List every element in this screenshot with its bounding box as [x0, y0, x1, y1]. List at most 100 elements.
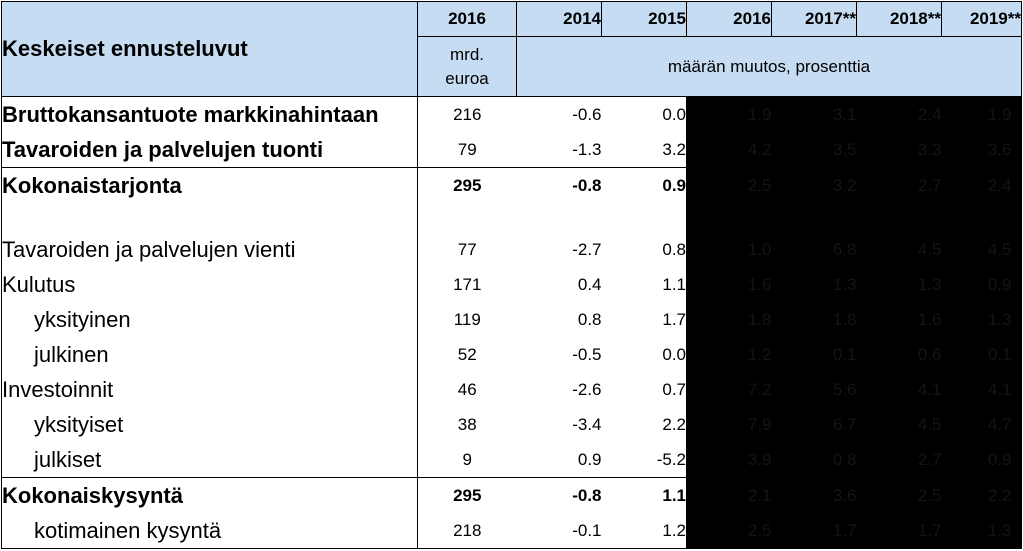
row-change-2016: 1.0	[686, 232, 772, 267]
row-change-2017: 3.6	[771, 477, 857, 513]
header-row-units: mrd. euroa määrän muutos, prosenttia	[2, 36, 1022, 97]
row-label: yksityiset	[1, 407, 418, 442]
row-change-2017: 6.7	[771, 407, 857, 442]
year-header-2019: 2019**	[941, 1, 1022, 37]
row-change-2014: 0.8	[577, 309, 602, 329]
row-change-2014: -0.8	[516, 167, 602, 203]
table-row: julkiset 9 0.9 -5.2 3.9 0.8 2.7 0.9	[1, 442, 1022, 478]
row-label: Tavaroiden ja palvelujen vienti	[1, 232, 418, 267]
row-change-2016: 1.9	[686, 96, 772, 132]
row-change-2014: -0.6	[572, 104, 602, 124]
row-change-2018: 2.4	[856, 96, 942, 132]
row-change-2016: 2.5	[686, 513, 772, 549]
table-row: Kokonaistarjonta 295 -0.8 0.9 2.5 3.2 2.…	[1, 167, 1022, 203]
row-change-2017: 3.5	[771, 132, 857, 168]
row-change-2019: 1.3	[941, 513, 1022, 549]
row-change-2018: 1.6	[856, 302, 942, 337]
row-change-2017: 1.3	[771, 267, 857, 302]
row-change-2015: 2.2	[601, 407, 687, 442]
row-label: kotimainen kysyntä	[1, 513, 418, 549]
row-value: 119	[417, 302, 517, 337]
row-change-2014: -3.4	[572, 414, 602, 434]
row-value: 9	[417, 442, 517, 478]
table-row: Tavaroiden ja palvelujen vienti 77 -2.7 …	[1, 232, 1022, 267]
row-value: 218	[417, 513, 517, 549]
header-row-years: Keskeiset ennusteluvut 2016 2014 2015 20…	[1, 1, 1022, 97]
row-change-2015: 0.0	[601, 337, 687, 372]
row-label: Kulutus	[1, 267, 418, 302]
row-change-2016: 2.5	[686, 167, 772, 203]
row-value: 295	[417, 477, 517, 513]
row-label: Tavaroiden ja palvelujen tuonti	[1, 132, 418, 168]
table-row: Investoinnit 46 -2.6 0.7 7.2 5.6 4.1 4.1	[1, 372, 1022, 407]
row-change-2016: 1.8	[686, 302, 772, 337]
row-change-2019: 2.4	[941, 167, 1022, 203]
row-change-2016: 1.6	[686, 267, 772, 302]
row-change-2014: -2.7	[572, 239, 602, 259]
row-change-2017: 0.1	[771, 337, 857, 372]
row-value: 216	[417, 96, 517, 132]
row-change-2018: 1.3	[856, 267, 942, 302]
row-label: Kokonaiskysyntä	[1, 477, 418, 513]
row-label: yksityinen	[1, 302, 418, 337]
row-change-2014: -2.6	[572, 379, 602, 399]
row-change-2019: 4.5	[941, 232, 1022, 267]
row-change-2015: -5.2	[601, 442, 687, 478]
table-title: Keskeiset ennusteluvut	[1, 1, 418, 97]
row-change-2018: 2.7	[856, 442, 942, 478]
year-header-2017: 2017**	[771, 1, 857, 37]
row-change-2019: 0.9	[941, 442, 1022, 478]
row-value: 77	[417, 232, 517, 267]
row-change-2014: -0.8	[516, 477, 602, 513]
row-change-2016: 7.2	[686, 372, 772, 407]
row-value: 46	[417, 372, 517, 407]
row-change-2016: 4.2	[686, 132, 772, 168]
table-row: Bruttokansantuote markkinahintaan 216 -0…	[1, 96, 1022, 132]
row-change-2017: 6.8	[771, 232, 857, 267]
change-unit-header: määrän muutos, prosenttia	[516, 36, 1022, 97]
row-change-2015: 0.9	[601, 167, 687, 203]
row-change-2015: 1.1	[601, 477, 687, 513]
year-header-2018: 2018**	[856, 1, 942, 37]
row-change-2014: -0.5	[572, 344, 602, 364]
value-unit-text: mrd. euroa	[445, 44, 489, 88]
row-change-2018: 2.5	[856, 477, 942, 513]
table-row: Tavaroiden ja palvelujen tuonti 79 -1.3 …	[1, 132, 1022, 168]
row-label: Kokonaistarjonta	[1, 167, 418, 203]
row-change-2014: 0.4	[577, 274, 602, 294]
row-value: 52	[417, 337, 517, 372]
row-value: 79	[417, 132, 517, 168]
row-change-2018: 3.3	[856, 132, 942, 168]
year-header-2015: 2015	[601, 1, 687, 37]
row-change-2017: 0.8	[771, 442, 857, 478]
value-year-header: 2016	[417, 1, 517, 37]
row-change-2016: 3.9	[686, 442, 772, 478]
row-change-2014: -1.3	[572, 139, 602, 159]
row-change-2019: 1.3	[941, 302, 1022, 337]
row-change-2016: 7.9	[686, 407, 772, 442]
row-change-2017: 3.1	[771, 96, 857, 132]
table-row: Kokonaiskysyntä 295 -0.8 1.1 2.1 3.6 2.5…	[1, 477, 1022, 513]
year-header-2014: 2014	[516, 1, 602, 37]
row-change-2014: -0.1	[516, 513, 602, 549]
value-unit-header: mrd. euroa	[417, 36, 517, 97]
row-change-2018: 0.6	[856, 337, 942, 372]
row-change-2018: 4.5	[856, 407, 942, 442]
row-change-2015: 1.2	[601, 513, 687, 549]
row-change-2019: 4.7	[941, 407, 1022, 442]
row-value: 295	[417, 167, 517, 203]
row-change-2017: 5.6	[771, 372, 857, 407]
row-change-2019: 4.1	[941, 372, 1022, 407]
row-change-2018: 1.7	[856, 513, 942, 549]
row-label: Bruttokansantuote markkinahintaan	[1, 96, 418, 132]
table-row: kotimainen kysyntä 218 -0.1 1.2 2.5 1.7 …	[1, 513, 1022, 549]
table-row: Kulutus 171 0.4 1.1 1.6 1.3 1.3 0.9	[1, 267, 1022, 302]
table-row: yksityinen 119 0.8 1.7 1.8 1.8 1.6 1.3	[1, 302, 1022, 337]
row-change-2016: 1.2	[686, 337, 772, 372]
row-change-2017: 1.7	[771, 513, 857, 549]
row-change-2015: 3.2	[601, 132, 687, 168]
row-change-2015: 0.7	[601, 372, 687, 407]
row-label: julkinen	[1, 337, 418, 372]
